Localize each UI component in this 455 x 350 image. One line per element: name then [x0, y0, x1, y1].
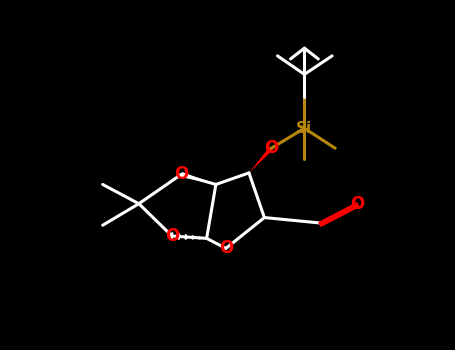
Polygon shape: [181, 172, 216, 184]
Text: O: O: [174, 166, 188, 183]
Text: O: O: [219, 239, 233, 257]
Text: O: O: [264, 139, 278, 157]
Text: O: O: [349, 195, 364, 213]
Polygon shape: [249, 147, 273, 173]
Text: Si: Si: [296, 121, 313, 136]
Text: O: O: [165, 227, 179, 245]
